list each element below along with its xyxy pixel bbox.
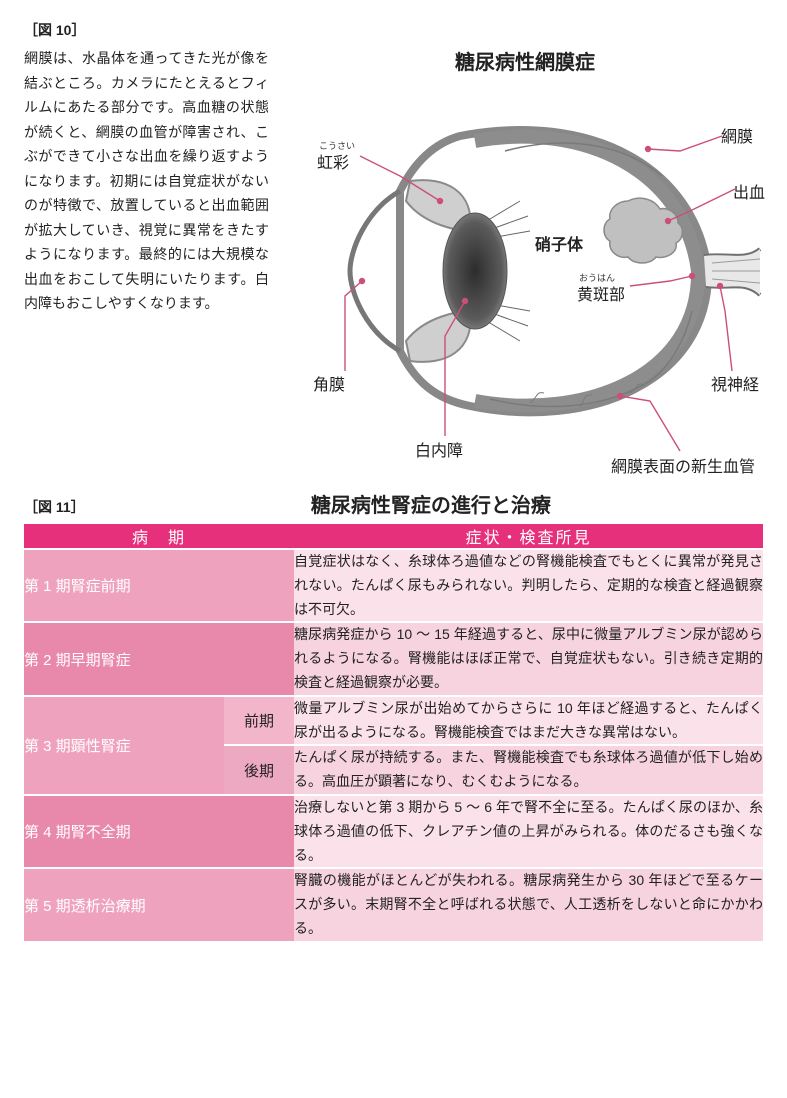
stage-5-label: 第 5 期透析治療期 [24, 898, 146, 915]
stage-5-desc: 腎臓の機能がほとんどが失われる。糖尿病発生から 30 年ほどで至るケースが多い。… [294, 868, 763, 940]
table-row: 第 4 期腎不全期 治療しないと第 3 期から 5 〜 6 年で腎不全に至る。た… [24, 795, 763, 868]
table-row: 第 2 期早期腎症 糖尿病発症から 10 〜 15 年経過すると、尿中に微量アル… [24, 622, 763, 695]
table-row: 第 5 期透析治療期 腎臓の機能がほとんどが失われる。糖尿病発生から 30 年ほ… [24, 868, 763, 940]
table-row: 第 3 期顕性腎症 前期 微量アルブミン尿が出始めてからさらに 10 年ほど経過… [24, 696, 763, 746]
stage-5-cell: 第 5 期透析治療期 [24, 868, 294, 940]
stage-3-desc1: 微量アルブミン尿が出始めてからさらに 10 年ほど経過すると、たんぱく尿が出るよ… [294, 696, 763, 746]
label-retina: 網膜 [721, 123, 753, 147]
eye-diagram-svg [287, 81, 763, 461]
figure10-diagram: 糖尿病性網膜症 [287, 46, 763, 461]
label-iris: 虹彩 [317, 149, 349, 173]
stage-1-desc: 自覚症状はなく、糸球体ろ過値などの腎機能検査でもとくに異常が発見されない。たんぱ… [294, 549, 763, 622]
stage-3-sub1: 前期 [224, 696, 294, 746]
stage-2-desc: 糖尿病発症から 10 〜 15 年経過すると、尿中に微量アルブミン尿が認められる… [294, 622, 763, 695]
label-vitreous: 硝子体 [535, 231, 583, 255]
stage-3-label: 第 3 期顕性腎症 [24, 738, 131, 755]
header-stage: 病 期 [24, 524, 294, 549]
figure10-container: 網膜は、水晶体を通ってきた光が像を結ぶところ。カメラにたとえるとフィルムにあたる… [24, 46, 763, 461]
stage-2-cell: 第 2 期早期腎症 [24, 622, 294, 695]
stage-3-sub2: 後期 [224, 745, 294, 795]
label-cornea: 角膜 [313, 371, 345, 395]
label-hemorrhage: 出血 [733, 179, 765, 203]
stage-4-cell: 第 4 期腎不全期 [24, 795, 294, 868]
figure11-label: ［図 11］ [24, 497, 85, 517]
stage-4-desc: 治療しないと第 3 期から 5 〜 6 年で腎不全に至る。たんぱく尿のほか、糸球… [294, 795, 763, 868]
stage-1-label: 第 1 期腎症前期 [24, 578, 131, 595]
figure10-title: 糖尿病性網膜症 [287, 46, 763, 75]
table-row: 第 1 期腎症前期 自覚症状はなく、糸球体ろ過値などの腎機能検査でもとくに異常が… [24, 549, 763, 622]
figure11-title: 糖尿病性腎症の進行と治療 [99, 489, 763, 518]
label-optic-nerve: 視神経 [711, 371, 759, 395]
stage-1-cell: 第 1 期腎症前期 [24, 549, 294, 622]
figure10-bodytext: 網膜は、水晶体を通ってきた光が像を結ぶところ。カメラにたとえるとフィルムにあたる… [24, 46, 269, 461]
stage-2-label: 第 2 期早期腎症 [24, 652, 131, 669]
stage-3-cell: 第 3 期顕性腎症 [24, 696, 224, 795]
nephropathy-stages-table: 病 期 症状・検査所見 第 1 期腎症前期 自覚症状はなく、糸球体ろ過値などの腎… [24, 524, 763, 941]
label-neovessels: 網膜表面の新生血管 [611, 453, 755, 477]
table-header-row: 病 期 症状・検査所見 [24, 524, 763, 549]
header-findings: 症状・検査所見 [294, 524, 763, 549]
label-cataract: 白内障 [415, 437, 463, 461]
stage-3-desc2: たんぱく尿が持続する。また、腎機能検査でも糸球体ろ過値が低下し始める。高血圧が顕… [294, 745, 763, 795]
label-macula: 黄斑部 [577, 281, 625, 305]
stage-4-label: 第 4 期腎不全期 [24, 824, 131, 841]
figure10-label: ［図 10］ [24, 20, 763, 40]
